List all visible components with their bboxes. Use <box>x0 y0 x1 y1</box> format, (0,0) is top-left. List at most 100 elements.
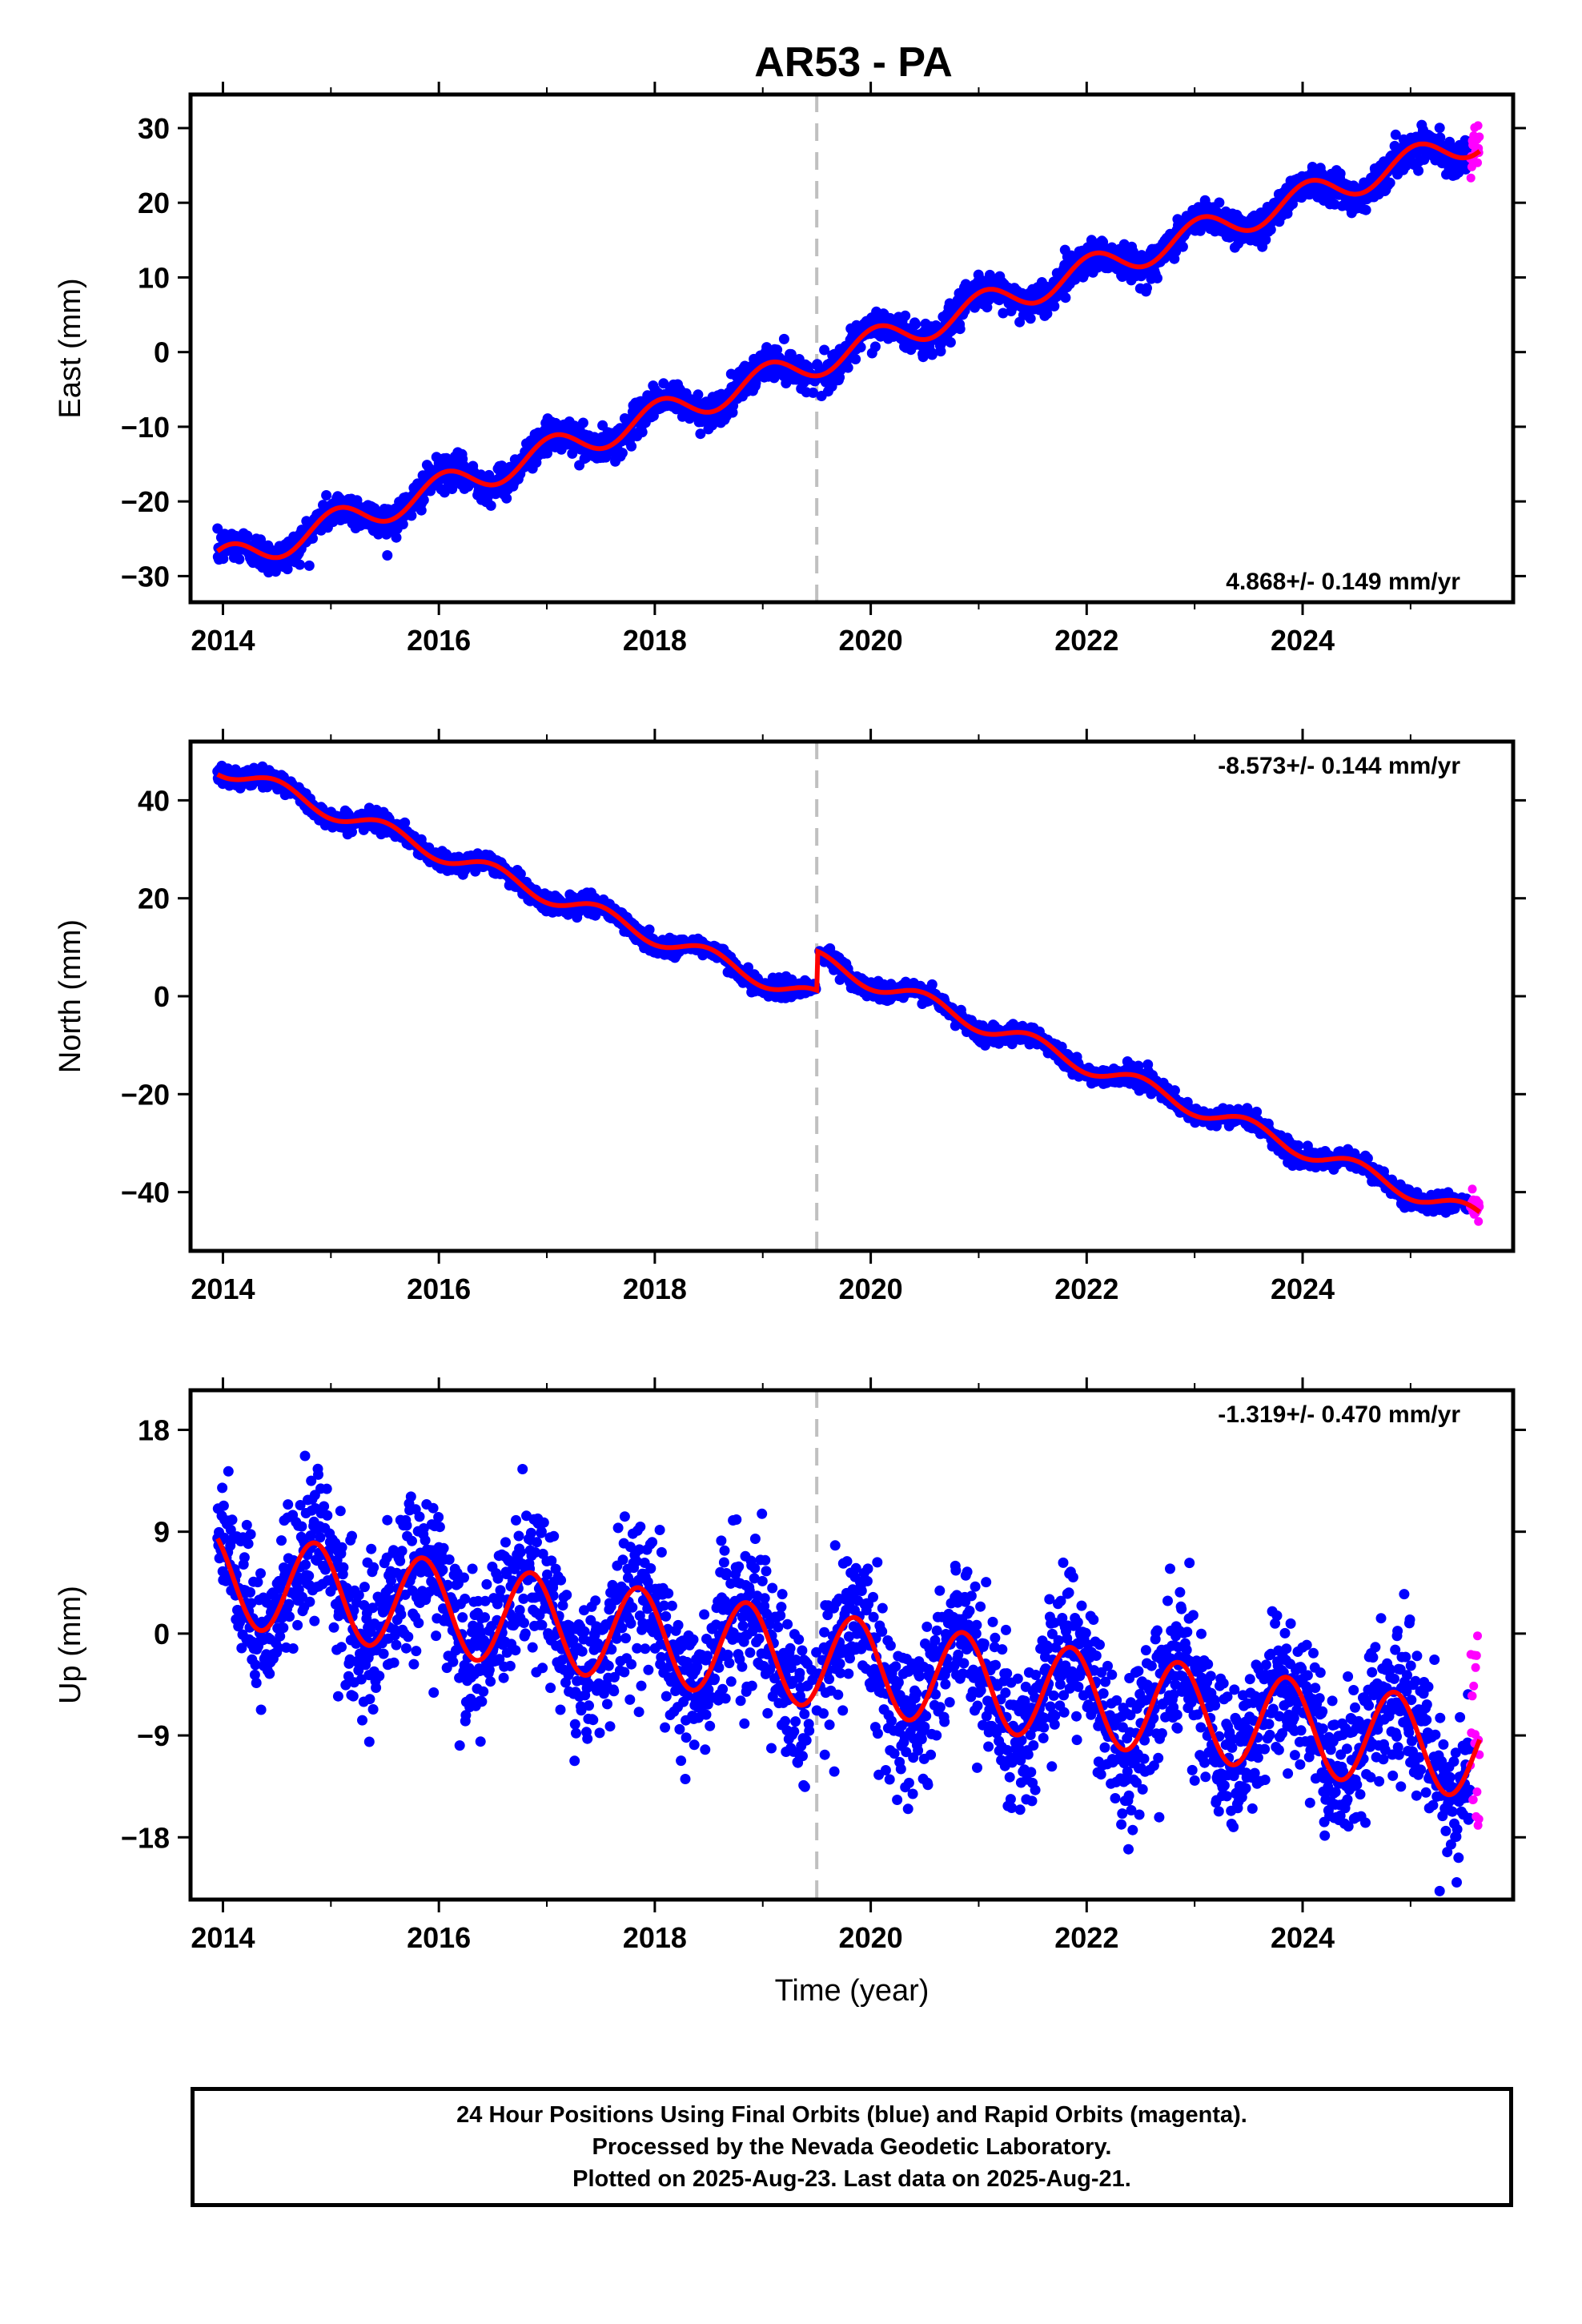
velocity-label: 4.868+/- 0.149 mm/yr <box>1226 569 1460 595</box>
y-tick-label: −10 <box>121 411 170 444</box>
final-orbit-point <box>397 519 408 530</box>
data-points <box>212 760 1484 1226</box>
rapid-orbit-point <box>1475 132 1484 142</box>
final-orbit-point <box>842 362 853 373</box>
final-orbit-point <box>772 344 783 356</box>
final-orbit-point <box>954 324 966 335</box>
final-orbit-point <box>1152 272 1162 283</box>
final-orbit-point <box>809 376 821 387</box>
final-orbit-point <box>1177 241 1188 252</box>
final-orbit-point <box>382 550 393 561</box>
final-orbit-point <box>644 924 655 935</box>
y-tick-label: −40 <box>121 1176 170 1209</box>
final-orbit-point <box>626 440 637 452</box>
final-orbit-point <box>485 500 496 511</box>
y-axis-label: East (mm) <box>54 278 87 418</box>
y-tick-label: 0 <box>154 336 170 369</box>
final-orbit-point <box>693 389 704 400</box>
final-orbit-point <box>295 559 305 570</box>
final-orbit-point <box>998 308 1009 319</box>
final-orbit-point <box>1384 177 1395 188</box>
final-orbit-point <box>418 494 429 505</box>
final-orbit-point <box>1260 234 1271 245</box>
rapid-orbit-point <box>1473 121 1483 131</box>
y-tick-label: −20 <box>121 485 170 518</box>
final-orbit-point <box>785 348 797 360</box>
final-orbit-point <box>1265 224 1276 235</box>
final-orbit-point <box>1390 129 1401 140</box>
final-orbit-point <box>616 448 628 459</box>
y-tick-label: 20 <box>138 187 170 219</box>
north-panel: 2014 2016 2018 2020 2022 2024−40−2002040-8.57… <box>54 729 1526 1305</box>
final-orbit-point <box>567 448 578 459</box>
y-tick-label: 30 <box>138 112 170 145</box>
y-tick-label: 20 <box>138 883 170 915</box>
x-tick-label: 2018 <box>623 1273 687 1305</box>
final-orbit-point <box>447 484 458 494</box>
final-orbit-point <box>927 348 938 359</box>
x-tick-label: 2022 <box>1054 624 1118 657</box>
final-orbit-point <box>303 560 315 571</box>
x-tick-label: 2024 <box>1271 1273 1335 1305</box>
final-orbit-point <box>1335 168 1346 179</box>
y-tick-label: −30 <box>121 560 170 593</box>
x-tick-label: 2014 <box>191 624 255 657</box>
panel-frame <box>188 92 1516 605</box>
y-tick-label: 10 <box>138 261 170 294</box>
final-orbit-point <box>501 493 512 504</box>
final-orbit-point <box>850 354 861 364</box>
final-orbit-point <box>1434 123 1445 134</box>
final-orbit-point <box>1025 313 1036 324</box>
final-orbit-point <box>391 532 402 543</box>
final-orbit-point <box>658 378 669 389</box>
final-orbit-point <box>869 341 881 352</box>
final-orbit-point <box>855 342 866 353</box>
x-tick-label: 2016 <box>407 1273 471 1305</box>
final-orbit-point <box>944 298 955 309</box>
final-orbit-point <box>910 319 921 330</box>
final-orbit-point <box>212 523 223 534</box>
final-orbit-point <box>347 826 357 838</box>
final-orbit-point <box>1060 292 1071 304</box>
final-orbit-point <box>406 510 417 521</box>
final-orbit-point <box>945 337 956 348</box>
final-orbit-point <box>1413 165 1424 176</box>
rapid-orbit-point <box>1466 173 1476 183</box>
chart-title: AR53 - PA <box>754 39 953 86</box>
y-tick-label: 40 <box>138 784 170 817</box>
final-orbit-point <box>750 377 761 388</box>
y-tick-label: 0 <box>154 980 170 1013</box>
final-orbit-point <box>400 817 411 828</box>
final-orbit-point <box>234 553 245 565</box>
final-orbit-point <box>577 417 588 428</box>
final-orbit-point <box>778 333 789 344</box>
x-tick-label: 2022 <box>1054 1273 1118 1305</box>
final-orbit-point <box>808 387 818 398</box>
final-orbit-point <box>321 490 332 501</box>
x-tick-label: 2016 <box>407 624 471 657</box>
final-orbit-point <box>1049 300 1060 312</box>
final-orbit-point <box>515 868 526 879</box>
final-orbit-point <box>1042 308 1053 320</box>
final-orbit-point <box>935 346 946 357</box>
x-tick-label: 2024 <box>1271 624 1335 657</box>
x-tick-label: 2020 <box>839 1273 903 1305</box>
model-fit-line <box>215 141 1481 561</box>
x-tick-label: 2014 <box>191 1273 255 1305</box>
final-orbit-point <box>819 344 830 356</box>
final-orbit-point <box>1360 204 1371 215</box>
rapid-orbit-point <box>1473 158 1482 167</box>
x-tick-label: 2020 <box>839 624 903 657</box>
final-orbit-point <box>1435 132 1446 143</box>
east-panel: 2014 2016 2018 2020 2022 2024 −30 −20 −10 0 10 20 30… <box>54 82 1526 657</box>
final-orbit-point <box>242 530 253 541</box>
final-orbit-point <box>695 428 706 440</box>
final-orbit-point <box>416 505 427 516</box>
y-tick-label: −20 <box>121 1078 170 1111</box>
final-orbit-point <box>1214 197 1225 208</box>
final-orbit-point <box>1142 283 1152 294</box>
final-orbit-point <box>636 427 648 438</box>
x-tick-label: 2018 <box>623 624 687 657</box>
final-orbit-point <box>900 310 911 321</box>
